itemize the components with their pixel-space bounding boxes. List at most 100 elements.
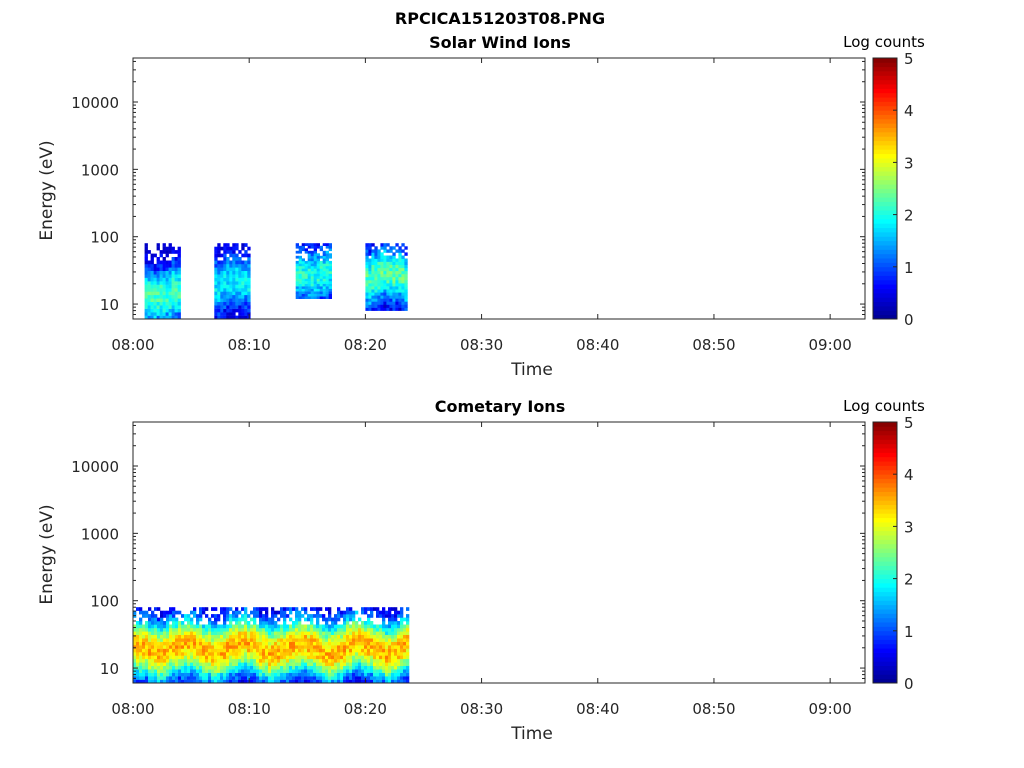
heatmap-cell (395, 292, 399, 296)
heatmap-cell (403, 645, 407, 649)
heatmap-cell (367, 641, 371, 646)
heatmap-cell (319, 658, 323, 663)
heatmap-cell (193, 614, 197, 618)
heatmap-cell (229, 658, 233, 663)
heatmap-cell (295, 672, 299, 677)
heatmap-cell (307, 268, 311, 272)
heatmap-cell (358, 624, 362, 629)
heatmap-cell (142, 614, 146, 618)
heatmap-cell (358, 627, 362, 632)
heatmap-cell (256, 607, 260, 611)
heatmap-cell (220, 665, 224, 670)
heatmap-cell (196, 634, 200, 639)
heatmap-cell (190, 662, 194, 666)
colorbar-tick-label: 1 (904, 259, 914, 277)
heatmap-cell (193, 634, 197, 639)
heatmap-cell (250, 638, 254, 642)
heatmap-cell (171, 288, 175, 292)
heatmap-cell (400, 655, 404, 660)
heatmap-cell (313, 645, 317, 649)
heatmap-cell (274, 665, 278, 670)
heatmap-cell (199, 676, 203, 680)
heatmap-cell (247, 291, 251, 296)
heatmap-cell (395, 264, 399, 269)
heatmap-cell (247, 672, 251, 677)
heatmap-cell (313, 614, 317, 618)
heatmap-cell (144, 301, 148, 306)
heatmap-cell (383, 307, 387, 311)
heatmap-cell (226, 652, 230, 656)
heatmap-cell (286, 607, 290, 611)
heatmap-cell (163, 614, 167, 618)
heatmap-cell (374, 276, 378, 281)
heatmap-cell (139, 658, 143, 663)
heatmap-cell (181, 652, 185, 656)
heatmap-cell (286, 669, 290, 673)
heatmap-cell (382, 634, 386, 639)
heatmap-cell (214, 291, 218, 296)
heatmap-cell (226, 274, 230, 278)
heatmap-cell (403, 672, 407, 677)
heatmap-cell (184, 652, 188, 656)
heatmap-cell (365, 261, 369, 265)
heatmap-cell (376, 627, 380, 632)
heatmap-cell (217, 645, 221, 649)
heatmap-cell (397, 610, 401, 615)
heatmap-cell (383, 276, 387, 281)
heatmap-cell (371, 301, 375, 305)
heatmap-cell (177, 267, 181, 271)
heatmap-cell (364, 676, 368, 680)
heatmap-cell (328, 291, 332, 294)
heatmap-cell (150, 263, 154, 268)
heatmap-cell (352, 621, 356, 625)
heatmap-cell (391, 627, 395, 632)
heatmap-cell (337, 669, 341, 673)
heatmap-cell (232, 260, 236, 265)
heatmap-cell (151, 641, 155, 646)
heatmap-cell (159, 250, 163, 254)
heatmap-cell (400, 676, 404, 680)
heatmap-cell (265, 672, 269, 677)
heatmap-cell (295, 271, 299, 274)
heatmap-cell (244, 277, 248, 282)
heatmap-cell (166, 665, 170, 670)
heatmap-cell (157, 627, 161, 632)
heatmap-cell (401, 243, 405, 247)
heatmap-cell (241, 676, 245, 680)
heatmap-cell (325, 631, 329, 635)
heatmap-cell (377, 301, 381, 305)
heatmap-cell (325, 253, 329, 257)
heatmap-cell (404, 258, 408, 262)
heatmap-cell (163, 631, 167, 635)
heatmap-cell (388, 614, 392, 618)
heatmap-cell (395, 258, 399, 262)
heatmap-cell (298, 665, 302, 670)
heatmap-cell (190, 627, 194, 632)
heatmap-cell (229, 274, 233, 278)
heatmap-cell (171, 250, 175, 254)
heatmap-cell (322, 253, 326, 257)
heatmap-cell (193, 627, 197, 632)
heatmap-cell (238, 284, 242, 289)
heatmap-cell (220, 281, 224, 285)
heatmap-cell (205, 627, 209, 632)
heatmap-cell (295, 278, 299, 282)
heatmap-cell (184, 672, 188, 677)
heatmap-cell (187, 676, 191, 680)
heatmap-cell (368, 295, 372, 299)
heatmap-cell (352, 614, 356, 618)
colorbar-swatch (873, 552, 897, 558)
heatmap-cell (277, 634, 281, 639)
heatmap-cell (217, 665, 221, 670)
heatmap-cell (247, 648, 251, 653)
heatmap-cell (241, 627, 245, 632)
heatmap-cell (379, 645, 383, 649)
heatmap-cell (374, 261, 378, 265)
heatmap-cell (177, 298, 181, 302)
heatmap-cell (325, 679, 329, 684)
heatmap-cell (403, 627, 407, 632)
heatmap-cell (310, 614, 314, 618)
heatmap-cell (190, 655, 194, 660)
heatmap-cell (298, 624, 302, 629)
heatmap-cell (283, 662, 287, 666)
